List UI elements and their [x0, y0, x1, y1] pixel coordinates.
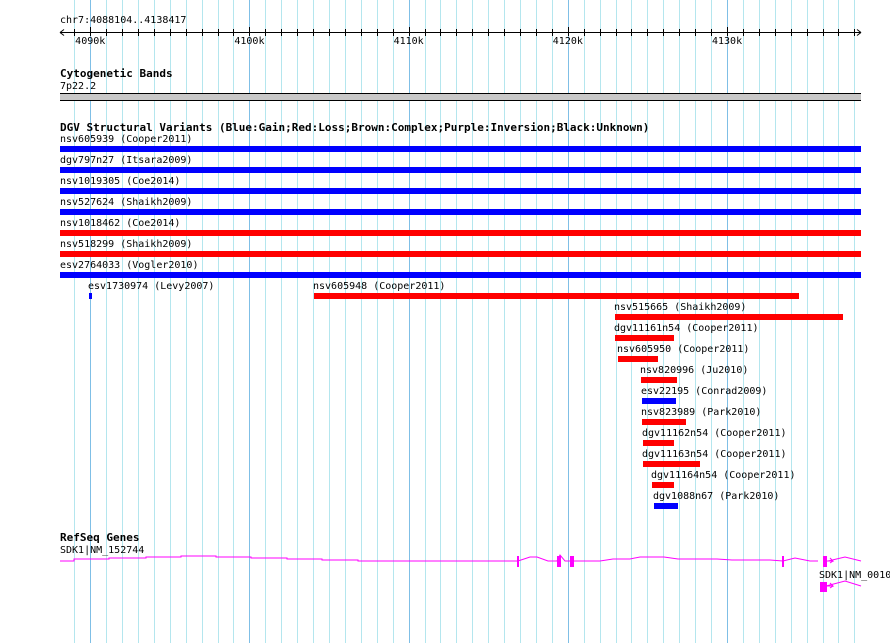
- gene-label: SDK1|NM_152744: [60, 545, 145, 556]
- variant-bar-loss[interactable]: [314, 293, 799, 299]
- variant-bar-gain[interactable]: [60, 146, 861, 152]
- variant-bar-loss[interactable]: [641, 377, 677, 383]
- variant-bar-gain[interactable]: [60, 167, 861, 173]
- variant-bar-loss[interactable]: [642, 419, 686, 425]
- ruler-tick-label: 4110k: [393, 36, 424, 47]
- gene-label: SDK1|NM_0010: [819, 570, 890, 581]
- cytoband-label: 7p22.2: [60, 81, 97, 92]
- variant-bar-loss[interactable]: [615, 335, 674, 341]
- variant-label: dgv11164n54 (Cooper2011): [651, 470, 796, 481]
- variant-bar-gain[interactable]: [642, 398, 676, 404]
- variant-bar-loss[interactable]: [652, 482, 674, 488]
- variant-bar-gain[interactable]: [654, 503, 678, 509]
- variant-bar-gain[interactable]: [89, 293, 92, 299]
- variant-label: nsv527624 (Shaikh2009): [60, 197, 193, 208]
- variant-label: nsv605948 (Cooper2011): [313, 281, 446, 292]
- variant-label: dgv11162n54 (Cooper2011): [642, 428, 787, 439]
- variant-label: dgv797n27 (Itsara2009): [60, 155, 193, 166]
- variant-label: nsv820996 (Ju2010): [640, 365, 749, 376]
- gene-exon: [570, 556, 574, 567]
- gene-exon: [557, 556, 561, 567]
- variant-bar-gain[interactable]: [60, 188, 861, 194]
- variant-label: dgv11163n54 (Cooper2011): [642, 449, 787, 460]
- variant-bar-loss[interactable]: [60, 230, 861, 236]
- gene-intron-line: [827, 556, 862, 562]
- variant-bar-gain[interactable]: [60, 209, 861, 215]
- cytoband-bar[interactable]: [60, 93, 861, 101]
- variant-bar-gain[interactable]: [60, 272, 861, 278]
- ruler-arrow-right-icon: [856, 32, 862, 36]
- variant-label: esv1730974 (Levy2007): [88, 281, 215, 292]
- strand-arrow-icon: [826, 582, 835, 589]
- variant-bar-loss[interactable]: [643, 461, 700, 467]
- variant-bar-loss[interactable]: [643, 440, 674, 446]
- ruler-arrow-left-icon: [59, 29, 65, 33]
- variant-label: esv2764033 (Vogler2010): [60, 260, 199, 271]
- variant-label: nsv823989 (Park2010): [641, 407, 762, 418]
- variant-label: dgv1088n67 (Park2010): [653, 491, 780, 502]
- gene-exon: [823, 556, 827, 567]
- variant-label: nsv518299 (Shaikh2009): [60, 239, 193, 250]
- refseq-track-title: RefSeq Genes: [60, 531, 140, 544]
- gene-intron-line: [825, 580, 862, 587]
- dgv-track-title: DGV Structural Variants (Blue:Gain;Red:L…: [60, 121, 650, 134]
- variant-label: nsv605939 (Cooper2011): [60, 134, 193, 145]
- variant-bar-loss[interactable]: [618, 356, 658, 362]
- variant-bar-loss[interactable]: [615, 314, 843, 320]
- ruler-range-label: chr7:4088104..4138417: [60, 15, 187, 26]
- variant-label: nsv515665 (Shaikh2009): [614, 302, 747, 313]
- gene-exon: [517, 556, 519, 567]
- ruler-arrow-left-icon: [59, 32, 65, 36]
- variant-label: nsv605950 (Cooper2011): [617, 344, 750, 355]
- gene-intron-line: [60, 554, 818, 562]
- ruler-arrow-right-icon: [856, 29, 862, 33]
- variant-label: dgv11161n54 (Cooper2011): [614, 323, 759, 334]
- variant-label: nsv1019305 (Coe2014): [60, 176, 181, 187]
- variant-bar-loss[interactable]: [60, 251, 861, 257]
- ruler-tick-label: 4120k: [552, 36, 583, 47]
- gene-exon: [782, 556, 784, 567]
- strand-arrow-icon: [826, 557, 835, 564]
- ruler-tick-label: 4100k: [234, 36, 265, 47]
- cytoband-track-title: Cytogenetic Bands: [60, 67, 173, 80]
- ruler-tick-label: 4130k: [711, 36, 743, 47]
- gene-exon: [820, 582, 827, 592]
- variant-label: esv22195 (Conrad2009): [641, 386, 768, 397]
- variant-label: nsv1018462 (Coe2014): [60, 218, 181, 229]
- ruler-tick-label: 4090k: [75, 36, 106, 47]
